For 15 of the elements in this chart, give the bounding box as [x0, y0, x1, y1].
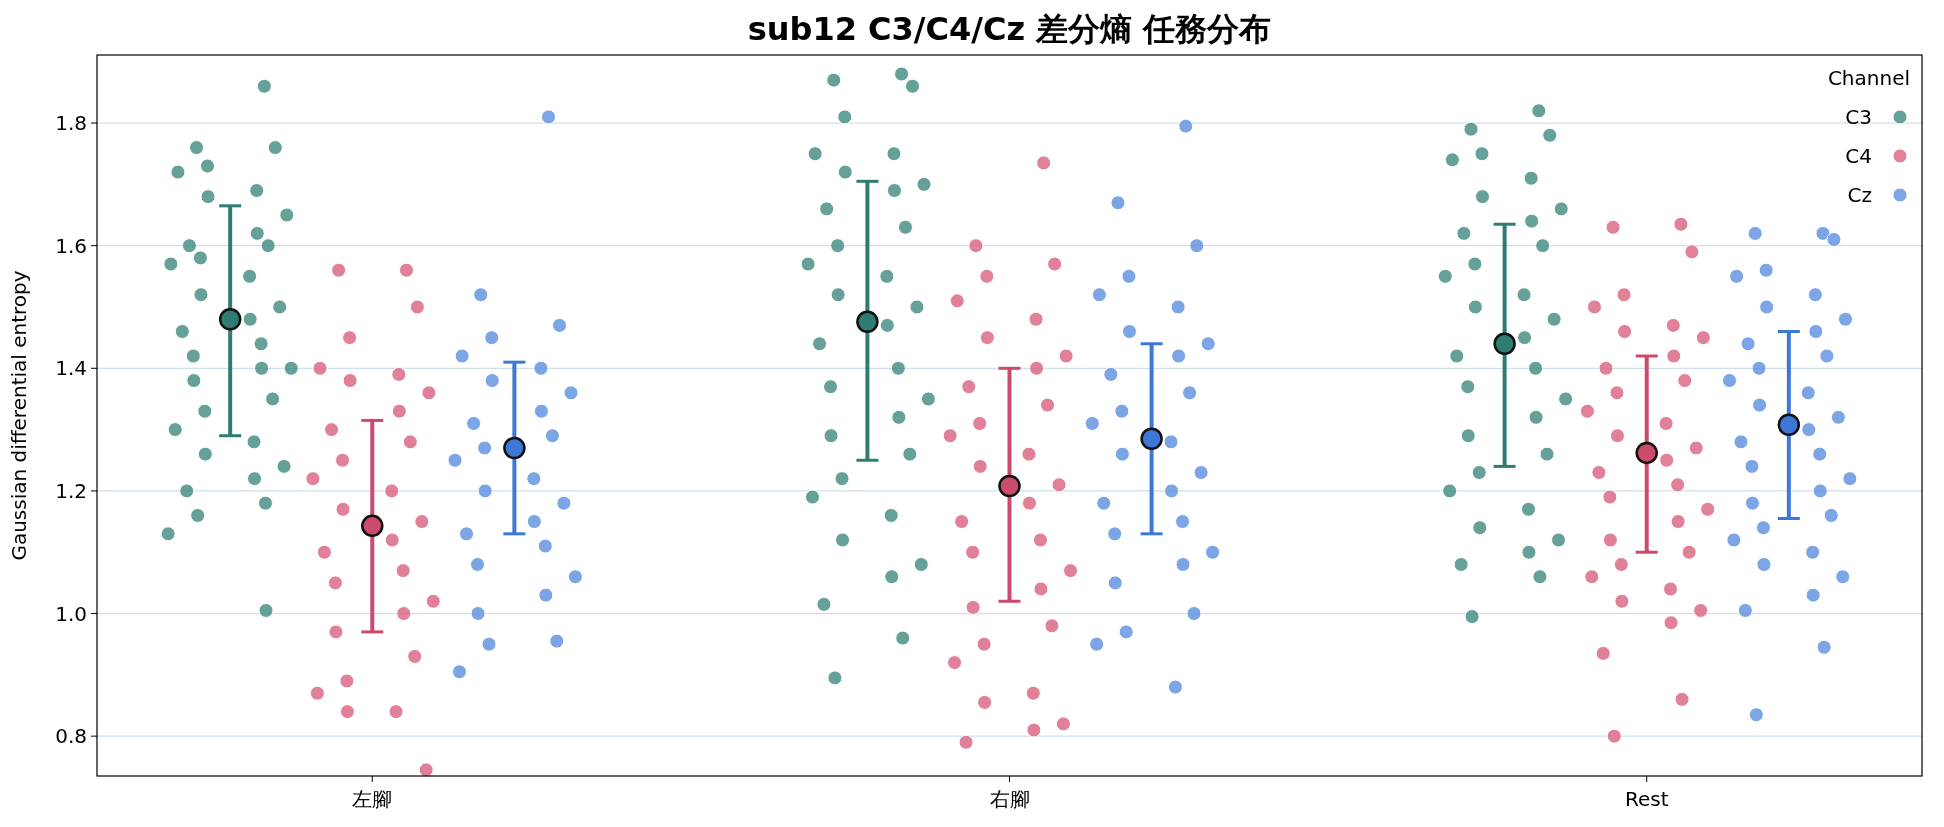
y-tick-label: 1.8 — [55, 111, 87, 136]
y-tick-label: 1.4 — [55, 356, 87, 381]
x-tick-label: Rest — [1624, 787, 1669, 811]
x-tick-label: 左腳 — [352, 787, 393, 811]
y-tick-label: 1.0 — [55, 601, 87, 626]
chart-title: sub12 C3/C4/Cz 差分熵 任務分布 — [747, 10, 1272, 48]
x-tick-label: 右腳 — [989, 787, 1030, 811]
y-axis-title: Gaussian differential entropy — [7, 270, 31, 561]
y-tick-label: 0.8 — [55, 724, 87, 749]
y-tick-label: 1.2 — [55, 478, 87, 503]
legend-label: Cz — [1847, 183, 1872, 207]
legend-label: C4 — [1845, 144, 1872, 168]
legend-title: Channel — [1827, 66, 1910, 90]
y-tick-label: 1.6 — [55, 233, 87, 258]
legend-label: C3 — [1845, 105, 1872, 129]
